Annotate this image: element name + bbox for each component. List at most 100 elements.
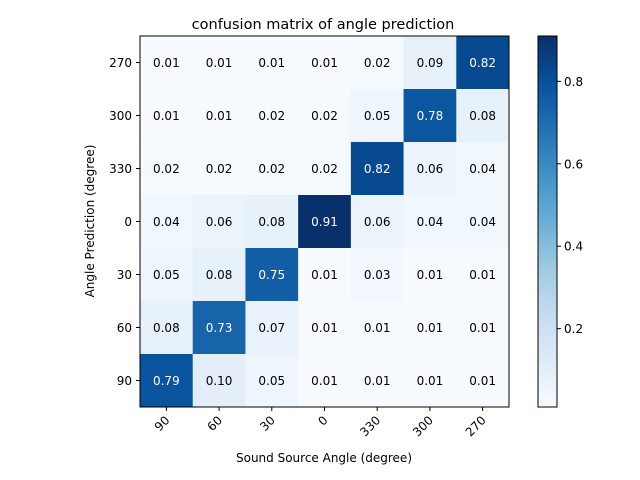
cell-value-label: 0.01	[153, 56, 180, 70]
heatmap-cell	[245, 248, 299, 302]
heatmap-cells	[140, 36, 510, 408]
x-tick-label: 300	[410, 413, 436, 439]
cell-value-label: 0.08	[469, 109, 496, 123]
cell-value-label: 0.06	[417, 162, 444, 176]
cell-value-label: 0.82	[364, 162, 391, 176]
heatmap-cell	[456, 248, 510, 302]
heatmap-cell	[140, 142, 194, 196]
heatmap-value-labels: 0.01 0.01 0.01 0.01 0.02 0.09 0.82 0.01 0.01 0.02…	[153, 56, 496, 388]
cell-value-label: 0.02	[153, 162, 180, 176]
heatmap-cell	[298, 89, 352, 143]
cell-value-label: 0.05	[153, 268, 180, 282]
y-axis-label: Angle Prediction (degree)	[83, 145, 97, 298]
chart-title: confusion matrix of angle prediction	[192, 17, 455, 33]
colorbar: 0.2 0.4 0.6 0.8	[537, 35, 583, 408]
heatmap-cell	[350, 354, 405, 408]
heatmap-cell	[192, 301, 246, 355]
cell-value-label: 0.75	[258, 268, 285, 282]
cell-value-label: 0.91	[311, 215, 338, 229]
cell-value-label: 0.01	[311, 56, 338, 70]
cell-value-label: 0.02	[258, 162, 285, 176]
heatmap-cell	[245, 354, 299, 408]
colorbar-tick-label: 0.8	[564, 75, 583, 89]
y-tick-label: 60	[117, 321, 132, 335]
heatmap-cell	[192, 142, 246, 196]
heatmap-cell	[140, 36, 194, 90]
cell-value-label: 0.01	[417, 321, 444, 335]
cell-value-label: 0.05	[364, 109, 391, 123]
cell-value-label: 0.01	[469, 374, 496, 388]
y-tick-label: 330	[109, 162, 132, 176]
y-tick-label: 0	[124, 215, 132, 229]
heatmap-cell	[350, 301, 405, 355]
heatmap-cell	[298, 301, 352, 355]
heatmap-cell	[192, 195, 246, 249]
heatmap-cell	[245, 36, 299, 90]
heatmap-cell	[350, 248, 405, 302]
x-tick-label: 30	[257, 413, 278, 434]
cell-value-label: 0.01	[311, 374, 338, 388]
heatmap-cell	[245, 142, 299, 196]
heatmap-cell	[403, 89, 457, 143]
cell-value-label: 0.79	[153, 374, 180, 388]
cell-value-label: 0.01	[206, 56, 233, 70]
cell-value-label: 0.02	[206, 162, 233, 176]
cell-value-label: 0.10	[206, 374, 233, 388]
heatmap-cell	[456, 142, 510, 196]
heatmap-cell	[403, 142, 457, 196]
heatmap-cell	[298, 248, 352, 302]
heatmap-cell	[350, 89, 405, 143]
heatmap-cell	[456, 354, 510, 408]
cell-value-label: 0.05	[258, 374, 285, 388]
heatmap-cell	[140, 89, 194, 143]
cell-value-label: 0.04	[417, 215, 444, 229]
cell-value-label: 0.01	[153, 109, 180, 123]
heatmap-cell	[403, 301, 457, 355]
cell-value-label: 0.01	[311, 268, 338, 282]
heatmap-cell	[192, 248, 246, 302]
cell-value-label: 0.01	[258, 56, 285, 70]
cell-value-label: 0.01	[364, 374, 391, 388]
heatmap-cell	[403, 248, 457, 302]
heatmap-cell	[456, 195, 510, 249]
heatmap-cell	[298, 195, 352, 249]
heatmap-cell	[140, 301, 194, 355]
heatmap-cell	[192, 89, 246, 143]
cell-value-label: 0.01	[206, 109, 233, 123]
cell-value-label: 0.78	[417, 109, 444, 123]
cell-value-label: 0.09	[417, 56, 444, 70]
cell-value-label: 0.02	[311, 162, 338, 176]
x-tick-label: 90	[152, 413, 173, 434]
cell-value-label: 0.06	[364, 215, 391, 229]
heatmap-cell	[456, 89, 510, 143]
heatmap-cell	[192, 36, 246, 90]
cell-value-label: 0.02	[311, 109, 338, 123]
heatmap-cell	[456, 301, 510, 355]
heatmap-cell	[456, 36, 510, 90]
x-tick-label: 0	[315, 413, 330, 428]
heatmap-cell	[350, 142, 405, 196]
heatmap-cell	[298, 354, 352, 408]
heatmap-cell	[403, 195, 457, 249]
y-tick-label: 300	[109, 109, 132, 123]
cell-value-label: 0.08	[153, 321, 180, 335]
cell-value-label: 0.01	[311, 321, 338, 335]
colorbar-tick-label: 0.6	[564, 157, 583, 171]
cell-value-label: 0.04	[153, 215, 180, 229]
heatmap-cell	[298, 36, 352, 90]
colorbar-tick-label: 0.2	[564, 322, 583, 336]
cell-value-label: 0.07	[258, 321, 285, 335]
heatmap-cell	[245, 195, 299, 249]
heatmap-cell	[403, 36, 457, 90]
heatmap-cell	[140, 354, 194, 408]
cell-value-label: 0.73	[206, 321, 233, 335]
cell-value-label: 0.01	[417, 268, 444, 282]
cell-value-label: 0.03	[364, 268, 391, 282]
cell-value-label: 0.04	[469, 162, 496, 176]
colorbar-gradient	[537, 35, 558, 408]
x-tick-label: 60	[204, 413, 225, 434]
cell-value-label: 0.06	[206, 215, 233, 229]
x-axis-label: Sound Source Angle (degree)	[236, 451, 412, 465]
heatmap-cell	[350, 195, 405, 249]
